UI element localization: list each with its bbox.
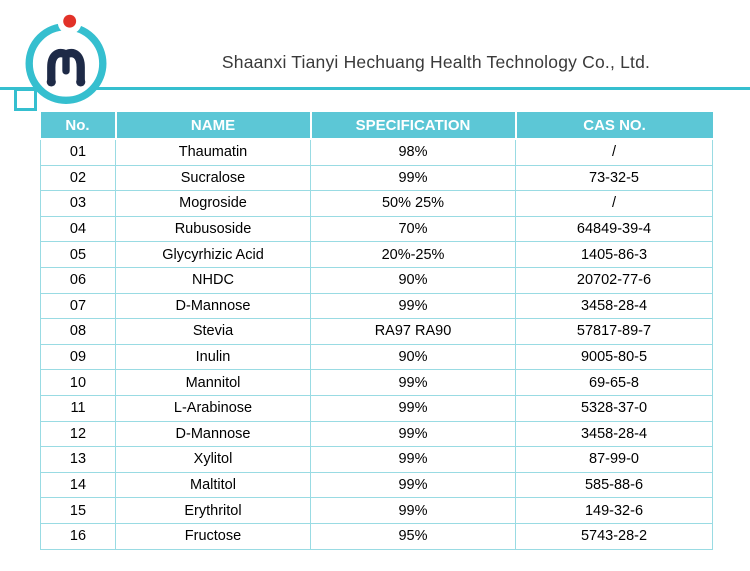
product-name: Mannitol — [115, 369, 311, 396]
product-name: Xylitol — [115, 446, 311, 473]
product-specification: 98% — [310, 138, 516, 166]
product-cas: 57817-89-7 — [515, 318, 713, 345]
column-header-no: No. — [40, 112, 117, 140]
product-cas: 69-65-8 — [515, 369, 713, 396]
product-specification: 70% — [310, 215, 516, 243]
product-name: Inulin — [115, 343, 311, 371]
logo-icon — [25, 10, 107, 104]
product-name: Erythritol — [115, 497, 311, 524]
product-table-body: 01 Thaumatin 98%/02 Sucralose 99% 73-32-5 03 Mo… — [40, 138, 713, 550]
product-specification: 20%-25% — [310, 241, 516, 268]
column-header-name: NAME — [114, 112, 312, 140]
table-row: 04 Rubusoside 70% 64849-39-4 — [40, 215, 713, 243]
table-row: 09 Inulin 90% 9005-80-5 — [40, 343, 713, 371]
column-header-cas: CAS NO. — [514, 112, 713, 140]
company-logo — [14, 10, 114, 114]
product-name: Mogroside — [115, 190, 311, 217]
product-specification: 90% — [310, 266, 516, 294]
column-header-specification: SPECIFICATION — [309, 112, 517, 140]
row-no: 10 — [40, 369, 116, 396]
table-row: 15 Erythritol 99% 149-32-6 — [40, 497, 713, 524]
product-specification: 99% — [310, 420, 516, 448]
table-row: 13 Xylitol 99% 87-99-0 — [40, 446, 713, 473]
row-no: 13 — [40, 446, 116, 473]
row-no: 16 — [40, 522, 116, 550]
product-name: L-Arabinose — [115, 394, 311, 422]
row-no: 06 — [40, 266, 116, 294]
row-no: 12 — [40, 420, 116, 448]
product-specification: 99% — [310, 497, 516, 524]
product-name: Sucralose — [115, 164, 311, 192]
row-no: 07 — [40, 292, 116, 320]
row-no: 14 — [40, 471, 116, 499]
product-table-head: No. NAME SPECIFICATION CAS NO. — [40, 112, 713, 140]
product-specification: 99% — [310, 164, 516, 192]
product-cas: 5328-37-0 — [515, 394, 713, 422]
table-row: 16 Fructose 95% 5743-28-2 — [40, 522, 713, 550]
header-row: No. NAME SPECIFICATION CAS NO. — [40, 112, 713, 140]
product-name: Maltitol — [115, 471, 311, 499]
product-specification: 99% — [310, 369, 516, 396]
table-row: 06 NHDC 90% 20702-77-6 — [40, 266, 713, 294]
table-row: 10 Mannitol 99% 69-65-8 — [40, 369, 713, 396]
product-name: Fructose — [115, 522, 311, 550]
product-cas: 149-32-6 — [515, 497, 713, 524]
product-name: Thaumatin — [115, 138, 311, 166]
product-cas: 87-99-0 — [515, 446, 713, 473]
product-name: Glycyrhizic Acid — [115, 241, 311, 268]
table-row: 14 Maltitol 99% 585-88-6 — [40, 471, 713, 499]
product-specification: 99% — [310, 394, 516, 422]
table-row: 11 L-Arabinose 99% 5328-37-0 — [40, 394, 713, 422]
product-specification: 99% — [310, 446, 516, 473]
row-no: 15 — [40, 497, 116, 524]
product-cas: 3458-28-4 — [515, 420, 713, 448]
product-cas: 3458-28-4 — [515, 292, 713, 320]
row-no: 05 — [40, 241, 116, 268]
product-name: Stevia — [115, 318, 311, 345]
table-row: 12 D-Mannose 99% 3458-28-4 — [40, 420, 713, 448]
table-row: 07 D-Mannose 99% 3458-28-4 — [40, 292, 713, 320]
product-specification: 99% — [310, 471, 516, 499]
row-no: 08 — [40, 318, 116, 345]
product-table: No. NAME SPECIFICATION CAS NO. 01 Thaumat… — [40, 112, 713, 550]
page-header: Shaanxi Tianyi Hechuang Health Technolog… — [0, 0, 750, 111]
product-specification: 99% — [310, 292, 516, 320]
row-no: 02 — [40, 164, 116, 192]
table-row: 02 Sucralose 99% 73-32-5 — [40, 164, 713, 192]
row-no: 11 — [40, 394, 116, 422]
header-divider — [0, 87, 750, 90]
product-cas: / — [515, 138, 713, 166]
table-row: 05 Glycyrhizic Acid 20%-25% 1405-86-3 — [40, 241, 713, 268]
product-cas: 5743-28-2 — [515, 522, 713, 550]
product-cas: 9005-80-5 — [515, 343, 713, 371]
row-no: 04 — [40, 215, 116, 243]
product-cas: 73-32-5 — [515, 164, 713, 192]
row-no: 03 — [40, 190, 116, 217]
product-cas: 20702-77-6 — [515, 266, 713, 294]
company-name: Shaanxi Tianyi Hechuang Health Technolog… — [221, 52, 651, 72]
product-name: NHDC — [115, 266, 311, 294]
product-cas: 64849-39-4 — [515, 215, 713, 243]
product-name: D-Mannose — [115, 292, 311, 320]
row-no: 09 — [40, 343, 116, 371]
product-cas: / — [515, 190, 713, 217]
product-name: D-Mannose — [115, 420, 311, 448]
product-cas: 1405-86-3 — [515, 241, 713, 268]
product-specification: RA97 RA90 — [310, 318, 516, 345]
product-specification: 90% — [310, 343, 516, 371]
product-name: Rubusoside — [115, 215, 311, 243]
table-row: 03 Mogroside 50% 25% / — [40, 190, 713, 217]
product-cas: 585-88-6 — [515, 471, 713, 499]
table-row: 01 Thaumatin 98% / — [40, 138, 713, 166]
product-specification: 95% — [310, 522, 516, 550]
product-specification: 50% 25% — [310, 190, 516, 217]
logo-square-decoration — [14, 88, 37, 111]
row-no: 01 — [40, 138, 116, 166]
table-row: 08 Stevia RA97 RA90 57817-89-7 — [40, 318, 713, 345]
